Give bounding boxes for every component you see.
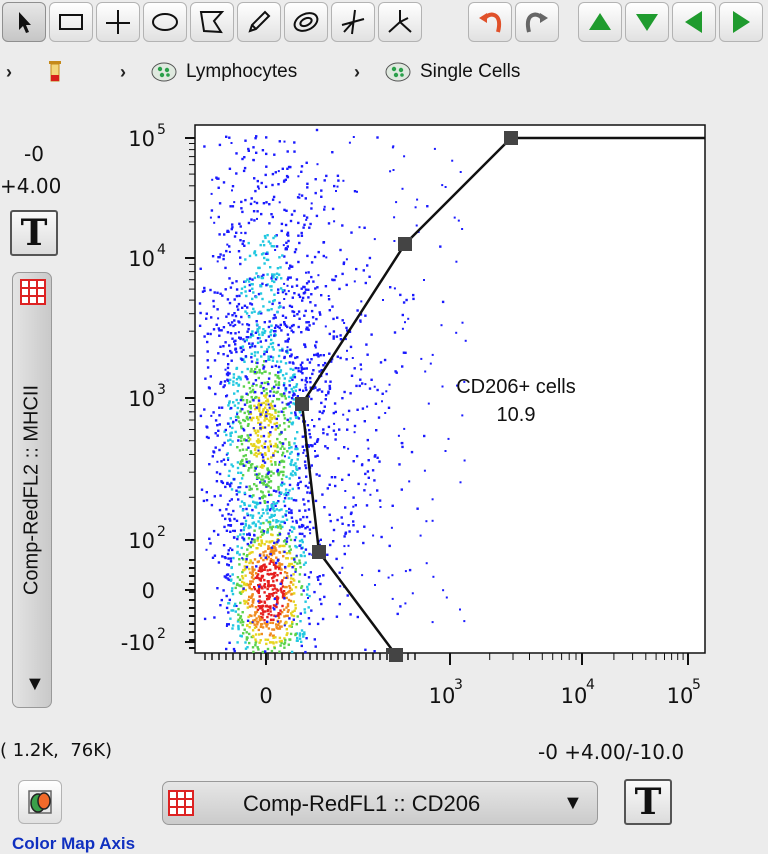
- gate-outline[interactable]: [300, 136, 705, 656]
- y-tick-exponent: 3: [157, 382, 166, 398]
- gate-vertex-handle[interactable]: [386, 648, 402, 654]
- y-axis-text-button[interactable]: T: [10, 210, 58, 256]
- dropdown-arrow-icon: ▼: [563, 792, 583, 814]
- pencil-icon: [248, 10, 271, 33]
- gate-tools-toolbar: [2, 0, 422, 44]
- y-tick-label: 10: [128, 387, 155, 411]
- x-tick-exponent: 3: [454, 677, 463, 693]
- population-icon: [385, 62, 411, 82]
- gate-polygon[interactable]: [295, 131, 705, 662]
- chevron-right-icon: ›: [6, 62, 12, 82]
- y-tick-exponent: 2: [157, 626, 166, 642]
- x-tick-label: 10: [429, 684, 456, 708]
- y-tick-label: -10: [121, 631, 155, 655]
- breadcrumb-label: Lymphocytes: [186, 61, 298, 82]
- gate-vertex-handle[interactable]: [504, 131, 518, 145]
- density-dots: [198, 128, 467, 654]
- y-axis-max-label[interactable]: +4.00: [0, 174, 62, 198]
- pointer-icon: [19, 12, 31, 33]
- y-axis-min-label[interactable]: -0: [24, 142, 44, 166]
- nav-up-button[interactable]: [578, 2, 622, 42]
- grid-icon: [20, 279, 46, 305]
- breadcrumb-item-sample[interactable]: [42, 61, 70, 83]
- x-tick-label: 0: [259, 684, 272, 708]
- rectangle-gate-icon: [59, 14, 83, 30]
- x-tick-exponent: 5: [692, 677, 701, 693]
- chevron-right-icon: ›: [354, 62, 360, 82]
- x-tick-label: 10: [667, 684, 694, 708]
- navigation-toolbar: [578, 0, 763, 44]
- up-arrow-icon: [589, 13, 611, 30]
- spider-gate-icon: [341, 9, 365, 35]
- color-map-axis-label[interactable]: Color Map Axis: [12, 834, 136, 853]
- spider-gate-button[interactable]: [331, 2, 375, 42]
- quadrant-gate-icon: [106, 10, 130, 34]
- y-tick-exponent: 4: [157, 242, 166, 258]
- gate-vertex-handle[interactable]: [398, 237, 412, 251]
- layout-editor-button[interactable]: [18, 780, 62, 824]
- undo-button[interactable]: [468, 2, 512, 42]
- dropdown-arrow-icon: ▼: [25, 673, 45, 695]
- population-icon: [151, 62, 177, 82]
- y-tick-label: 0: [142, 579, 155, 603]
- layout-editor-icon: [28, 790, 52, 814]
- gate-vertex-handle[interactable]: [312, 545, 326, 559]
- left-arrow-icon: [685, 11, 702, 33]
- chevron-right-icon: ›: [120, 62, 126, 82]
- gate-vertex-handle[interactable]: [295, 397, 309, 411]
- x-axis-text-button[interactable]: T: [624, 779, 672, 825]
- nav-down-button[interactable]: [625, 2, 669, 42]
- breadcrumb-label: Single Cells: [420, 61, 521, 82]
- cursor-readout: ( 1.2K, 76K): [0, 740, 113, 761]
- freehand-gate-button[interactable]: [237, 2, 281, 42]
- y-tick-label: 10: [128, 529, 155, 553]
- history-toolbar: [468, 0, 559, 44]
- pointer-tool-button[interactable]: [2, 2, 46, 42]
- right-arrow-icon: [733, 11, 750, 33]
- x-parameter-select[interactable]: Comp-RedFL1 :: CD206 ▼: [162, 781, 598, 825]
- redo-button[interactable]: [515, 2, 559, 42]
- x-axis-range-label[interactable]: -0 +4.00/-10.0: [538, 740, 685, 764]
- breadcrumb: › › Lymphocytes › Single Cells: [0, 58, 768, 88]
- ellipse-gate-icon: [152, 13, 178, 31]
- y-tick-label: 10: [128, 247, 155, 271]
- down-arrow-icon: [636, 14, 658, 31]
- y-parameter-select[interactable]: Comp-RedFL2 :: MHCII ▼: [12, 272, 52, 708]
- gate-name-label[interactable]: CD206+ cells: [456, 376, 576, 398]
- x-tick-label: 10: [561, 684, 588, 708]
- x-parameter-label: Comp-RedFL1 :: CD206: [243, 791, 481, 816]
- breadcrumb-item-single-cells[interactable]: Single Cells: [384, 61, 520, 83]
- ellipse-gate-button[interactable]: [143, 2, 187, 42]
- sample-tube-icon: [49, 61, 61, 82]
- grid-icon: [168, 790, 194, 816]
- auto-gate-button[interactable]: [284, 2, 328, 42]
- y-tick-exponent: 2: [157, 524, 166, 540]
- undo-icon: [479, 12, 502, 33]
- x-tick-exponent: 4: [586, 677, 595, 693]
- auto-gate-icon: [293, 12, 319, 32]
- nav-forward-button[interactable]: [719, 2, 763, 42]
- gate-value-label[interactable]: 10.9: [497, 404, 536, 426]
- nav-back-button[interactable]: [672, 2, 716, 42]
- redo-icon: [525, 12, 548, 33]
- web-gate-button[interactable]: [378, 2, 422, 42]
- y-tick-label: 10: [128, 127, 155, 151]
- polygon-gate-button[interactable]: [190, 2, 234, 42]
- web-gate-icon: [388, 10, 412, 33]
- quadrant-gate-button[interactable]: [96, 2, 140, 42]
- y-tick-exponent: 5: [157, 122, 166, 138]
- breadcrumb-item-lymphocytes[interactable]: Lymphocytes: [150, 61, 297, 83]
- polygon-gate-icon: [199, 11, 225, 34]
- rectangle-gate-button[interactable]: [49, 2, 93, 42]
